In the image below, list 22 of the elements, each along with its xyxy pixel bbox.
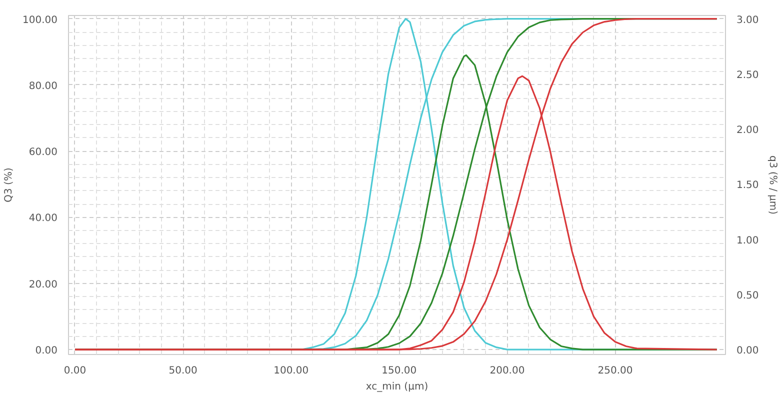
x-tick-label: 50.00 (168, 366, 198, 376)
y-tick-label: 80.00 (28, 80, 58, 92)
x-tick-label: 200.00 (490, 366, 525, 376)
y2-tick-label: 0.00 (736, 346, 759, 357)
y2-tick-label: 1.00 (736, 235, 759, 246)
y-tick-label: 0.00 (35, 346, 58, 357)
y-tick-label: 100.00 (22, 14, 58, 26)
y2-tick-label: 3.00 (736, 14, 759, 26)
y-tick-label: 20.00 (28, 279, 58, 290)
y-axis-title: Q3 (%) (4, 168, 15, 202)
y-tick-label: 40.00 (28, 213, 58, 224)
y2-tick-label: 0.50 (736, 290, 759, 302)
y-tick-label: 60.00 (28, 147, 58, 158)
x-tick-label: 250.00 (598, 366, 633, 376)
y2-tick-label: 1.50 (736, 180, 759, 192)
x-axis-title: xc_min (µm) (366, 382, 428, 392)
x-tick-label: 150.00 (382, 366, 417, 376)
y2-axis-title: q3 (% / µm) (766, 155, 778, 215)
x-tick-label: 100.00 (274, 366, 309, 376)
y2-tick-label: 2.00 (736, 125, 759, 136)
y2-tick-label: 2.50 (736, 70, 759, 81)
x-tick-label: 0.00 (64, 366, 86, 376)
